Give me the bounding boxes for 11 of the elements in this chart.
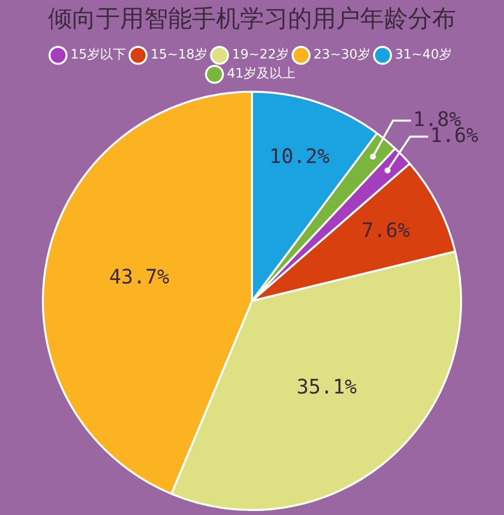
legend-label: 15~18岁 xyxy=(150,48,208,63)
legend-label: 41岁及以上 xyxy=(226,66,296,82)
data-label: 35.1% xyxy=(296,374,357,399)
data-label: 7.6% xyxy=(362,218,410,242)
legend-label: 31~40岁 xyxy=(395,48,452,63)
legend-label: 15岁以下 xyxy=(70,48,126,63)
legend-label: 19~22岁 xyxy=(232,48,290,63)
chart-title: 倾向于用智能手机学习的用户年龄分布 xyxy=(48,4,456,33)
data-label: 43.7% xyxy=(109,264,170,288)
data-label: 10.2% xyxy=(269,144,330,168)
legend-label: 23~30岁 xyxy=(314,48,371,63)
